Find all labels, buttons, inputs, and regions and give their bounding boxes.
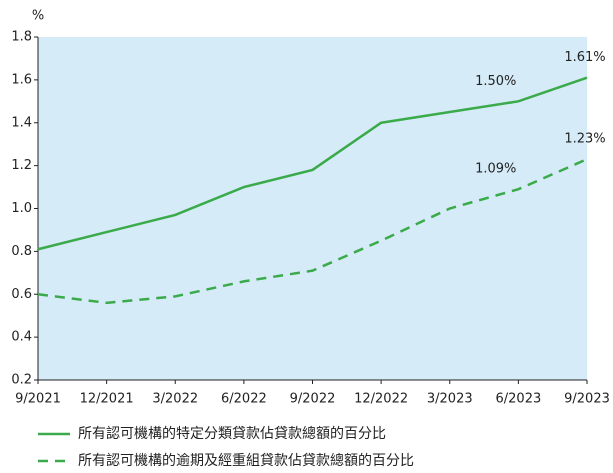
plot-background [38, 37, 587, 380]
series-line [37, 158, 588, 305]
value-label: 1.61% [564, 50, 605, 65]
legend-label: 所有認可機構的逾期及經重組貸款佔貸款總額的百分比 [78, 452, 414, 469]
y-tick-label: 1.6 [11, 72, 32, 87]
y-tick-label: 1.2 [11, 158, 32, 173]
y-tick-label: 1.4 [11, 115, 32, 130]
x-tick-label: 9/2022 [290, 392, 336, 407]
x-tick-label: 3/2023 [427, 392, 473, 407]
x-tick-label: 9/2023 [564, 392, 610, 407]
y-tick-label: 0.6 [11, 287, 32, 302]
y-tick-label: 0.8 [11, 244, 32, 259]
y-tick-label: 1.8 [11, 30, 32, 45]
x-tick-label: 9/2021 [15, 392, 61, 407]
y-tick-label: 0.2 [11, 373, 32, 388]
value-label: 1.09% [475, 162, 516, 177]
series-line [37, 76, 588, 251]
value-label: 1.23% [564, 132, 605, 147]
y-tick-label: 1.0 [11, 201, 32, 216]
x-tick-label: 6/2022 [221, 392, 267, 407]
x-tick-label: 12/2022 [354, 392, 408, 407]
x-tick-label: 12/2021 [80, 392, 134, 407]
x-tick-label: 6/2023 [496, 392, 542, 407]
legend-label: 所有認可機構的特定分類貸款佔貸款總額的百分比 [78, 425, 386, 442]
y-axis-label: % [32, 9, 44, 24]
y-tick-label: 0.4 [11, 330, 32, 345]
legend: 所有認可機構的特定分類貸款佔貸款總額的百分比所有認可機構的逾期及經重組貸款佔貸款… [38, 425, 414, 469]
x-tick-label: 3/2022 [152, 392, 198, 407]
value-label: 1.50% [475, 74, 516, 89]
